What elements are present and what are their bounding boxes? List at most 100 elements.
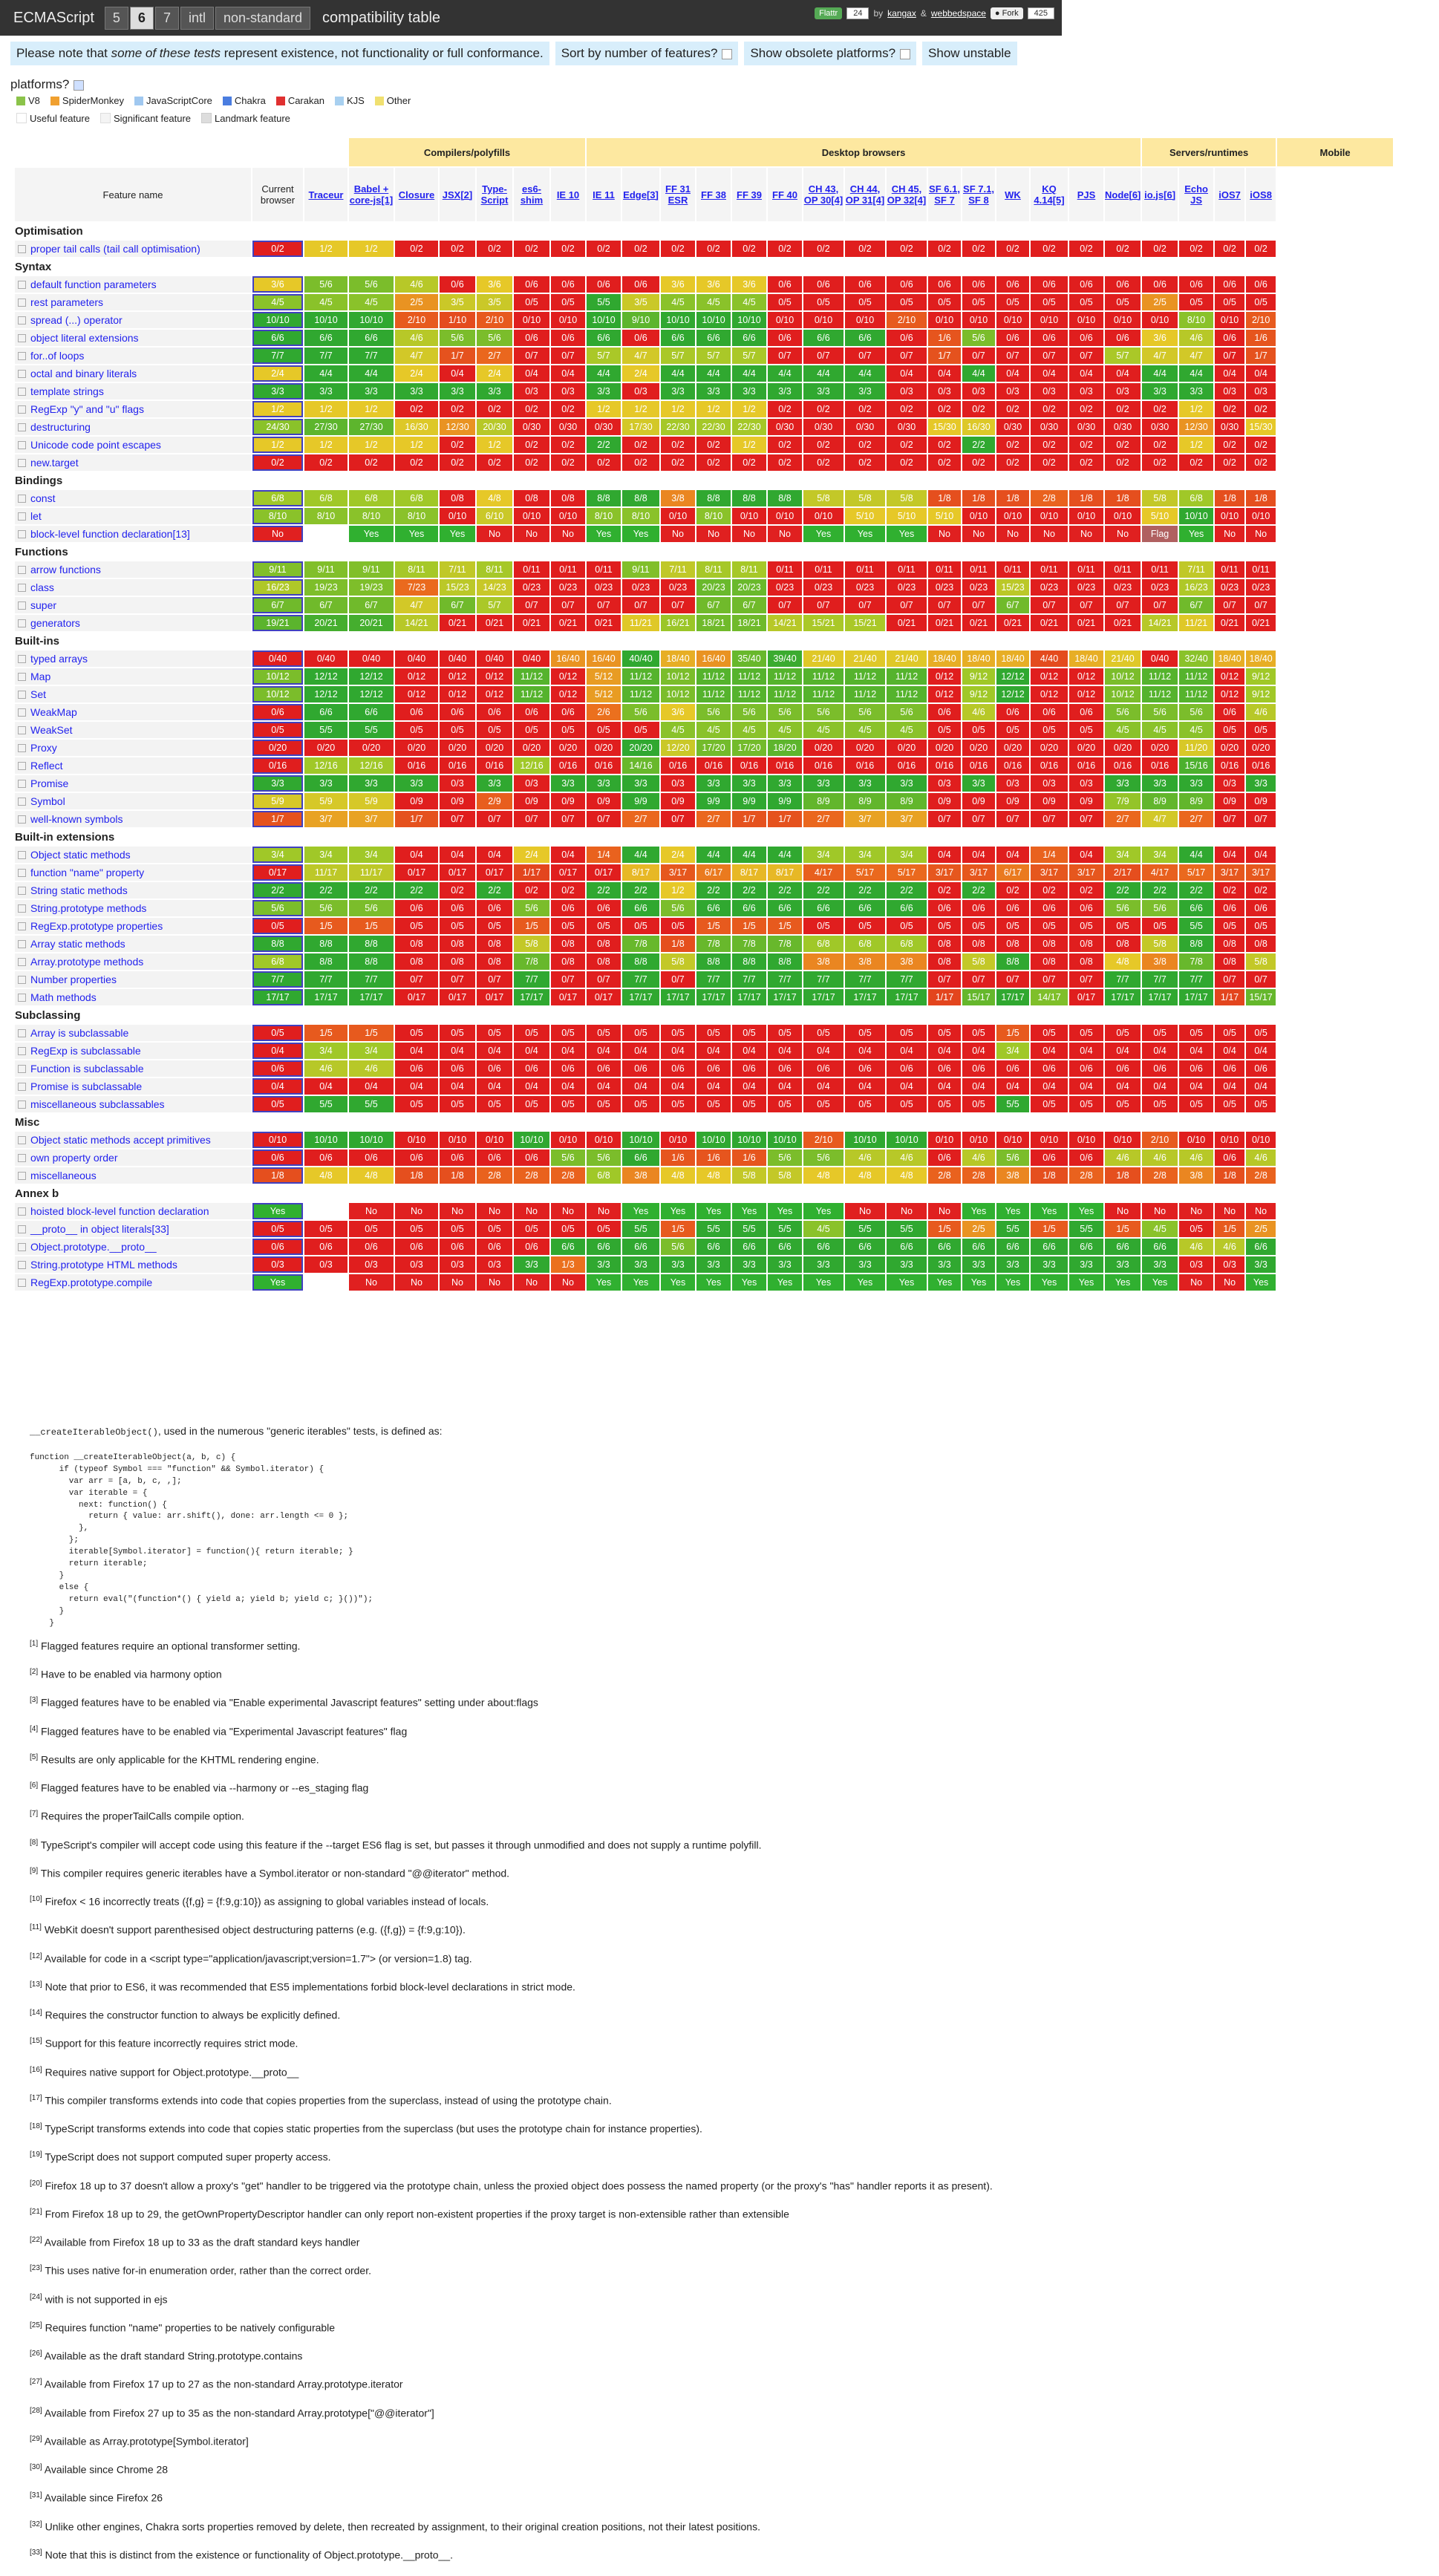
feature-row[interactable]: String.prototype HTML methods 0/3 0/3 0/3 0/… [13, 1255, 1394, 1274]
score-cell[interactable]: 4/6 [1244, 1148, 1278, 1167]
score-cell[interactable]: 3/3 [844, 774, 887, 793]
feature-row[interactable]: block-level function declaration[13] No Ye… [13, 524, 1394, 544]
score-cell[interactable]: 2/8 [475, 1166, 514, 1185]
score-cell[interactable]: 5/6 [512, 899, 551, 918]
score-cell[interactable]: 0/7 [995, 809, 1031, 829]
score-cell[interactable]: 0/5 [1141, 1023, 1180, 1043]
score-cell[interactable]: 11/21 [621, 613, 661, 633]
score-cell[interactable]: 7/7 [885, 970, 928, 989]
unstable-option[interactable]: Show unstable [922, 42, 1017, 65]
score-cell[interactable]: 0/4 [549, 364, 587, 383]
score-cell[interactable]: 14/21 [766, 613, 803, 633]
score-cell[interactable]: 18/40 [927, 649, 962, 668]
score-cell[interactable]: 0/5 [961, 293, 996, 312]
obsolete-checkbox[interactable] [900, 48, 911, 59]
score-cell[interactable]: 0/7 [549, 596, 587, 615]
score-cell[interactable]: No [1213, 1201, 1247, 1221]
score-cell[interactable]: 8/10 [303, 506, 349, 526]
score-cell[interactable]: 3/8 [621, 1166, 661, 1185]
score-cell[interactable]: 22/30 [659, 417, 696, 437]
score-cell[interactable]: 5/6 [438, 328, 477, 348]
feature-link[interactable]: own property order [30, 1152, 118, 1164]
score-cell[interactable]: 0/6 [885, 1059, 928, 1078]
score-cell[interactable]: 0/4 [475, 1041, 514, 1060]
score-cell[interactable]: 7/7 [347, 970, 395, 989]
score-cell[interactable]: 0/5 [475, 1023, 514, 1043]
score-cell[interactable]: 0/4 [394, 1077, 440, 1096]
feature-link[interactable]: well-known symbols [30, 813, 123, 825]
score-cell[interactable]: 0/4 [1068, 845, 1105, 864]
score-cell[interactable]: 0/20 [475, 738, 514, 757]
score-cell[interactable]: 0/4 [347, 1077, 395, 1096]
score-cell[interactable]: 0/12 [1068, 685, 1105, 704]
score-cell[interactable]: 1/2 [731, 400, 768, 419]
expand-toggle-icon[interactable] [18, 815, 26, 824]
score-cell[interactable]: 0/40 [475, 649, 514, 668]
score-cell[interactable]: Yes [1029, 1201, 1069, 1221]
score-cell[interactable]: 4/5 [695, 293, 732, 312]
score-cell[interactable]: 0/7 [961, 809, 996, 829]
score-cell[interactable]: 0/6 [512, 1148, 551, 1167]
score-cell[interactable]: 0/4 [1029, 364, 1069, 383]
score-cell[interactable]: 0/20 [549, 738, 587, 757]
score-cell[interactable]: 0/2 [621, 435, 661, 454]
score-cell[interactable]: 1/7 [731, 809, 768, 829]
score-cell[interactable]: Yes [802, 1273, 845, 1292]
score-cell[interactable]: 0/8 [549, 934, 587, 953]
score-cell[interactable]: 2/8 [1141, 1166, 1180, 1185]
score-cell[interactable]: Yes [766, 1273, 803, 1292]
score-cell[interactable]: No [927, 1201, 962, 1221]
score-cell[interactable]: 0/6 [1068, 702, 1105, 722]
score-cell[interactable]: 6/8 [347, 489, 395, 508]
score-cell[interactable]: 0/2 [731, 239, 768, 258]
score-cell[interactable]: 9/9 [621, 792, 661, 811]
score-cell[interactable]: 0/3 [927, 774, 962, 793]
expand-toggle-icon[interactable] [18, 1154, 26, 1162]
score-cell[interactable]: 0/6 [438, 1059, 477, 1078]
score-cell[interactable]: 0/4 [1068, 1077, 1105, 1096]
score-cell[interactable]: 0/7 [438, 970, 477, 989]
score-cell[interactable]: Yes [1178, 524, 1216, 544]
score-cell[interactable]: 0/2 [394, 400, 440, 419]
score-cell[interactable]: 0/6 [475, 1059, 514, 1078]
score-cell[interactable]: No [347, 1201, 395, 1221]
score-cell[interactable]: 0/6 [1029, 328, 1069, 348]
score-cell[interactable]: 0/4 [585, 1077, 622, 1096]
score-cell[interactable]: 6/7 [1178, 596, 1216, 615]
score-cell[interactable]: 8/11 [475, 560, 514, 579]
column-header[interactable]: Echo JS [1178, 166, 1216, 223]
feature-link[interactable]: generators [30, 617, 80, 629]
score-cell[interactable]: 0/16 [438, 756, 477, 775]
score-cell[interactable]: 0/5 [844, 1023, 887, 1043]
author-link-kangax[interactable]: kangax [887, 8, 916, 19]
score-cell[interactable]: 6/6 [1103, 1237, 1143, 1256]
score-cell[interactable]: 0/3 [1029, 382, 1069, 401]
score-cell[interactable]: 4/5 [802, 1219, 845, 1239]
score-cell[interactable]: 7/8 [731, 934, 768, 953]
score-cell[interactable]: 1/8 [1213, 489, 1247, 508]
score-cell[interactable]: No [1244, 1201, 1278, 1221]
score-cell[interactable]: 0/6 [995, 702, 1031, 722]
score-cell[interactable]: 1/2 [394, 435, 440, 454]
score-cell[interactable]: 0/7 [766, 596, 803, 615]
score-cell[interactable]: 0/6 [995, 899, 1031, 918]
score-cell[interactable]: 0/6 [1068, 1059, 1105, 1078]
score-cell[interactable]: 17/17 [1103, 988, 1143, 1007]
score-cell[interactable]: 0/30 [1029, 417, 1069, 437]
score-cell[interactable]: 8/10 [1178, 310, 1216, 330]
score-cell[interactable]: 0/6 [844, 275, 887, 294]
score-cell[interactable]: Yes [995, 1201, 1031, 1221]
score-cell[interactable]: 0/6 [1103, 275, 1143, 294]
score-cell[interactable]: 2/9 [475, 792, 514, 811]
score-cell[interactable]: 4/6 [1141, 1148, 1180, 1167]
score-cell[interactable]: 0/10 [549, 310, 587, 330]
score-cell[interactable]: 5/6 [766, 1148, 803, 1167]
feature-link[interactable]: object literal extensions [30, 332, 139, 344]
score-cell[interactable]: 0/5 [438, 720, 477, 740]
score-cell[interactable] [303, 1273, 349, 1292]
score-cell[interactable]: 0/5 [549, 1023, 587, 1043]
score-cell[interactable]: 0/10 [512, 506, 551, 526]
score-cell[interactable]: 21/40 [885, 649, 928, 668]
score-cell[interactable]: 0/5 [512, 1023, 551, 1043]
feature-link[interactable]: template strings [30, 385, 104, 397]
